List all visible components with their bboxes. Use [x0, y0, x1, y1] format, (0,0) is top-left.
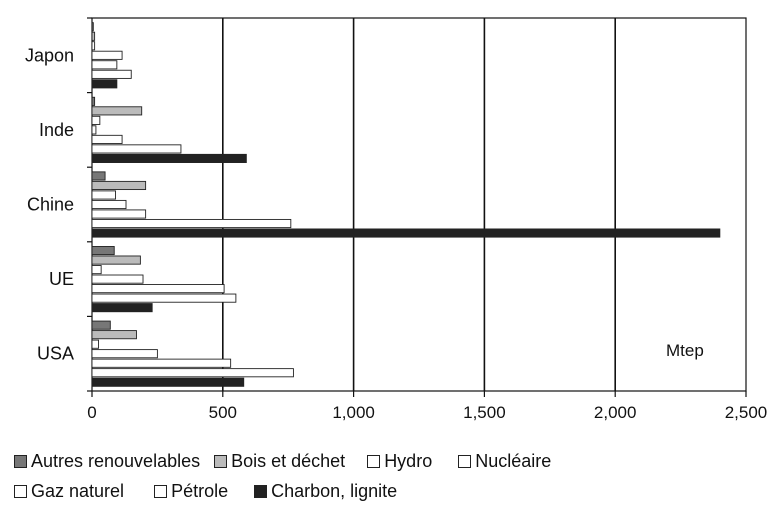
- bar: [91, 106, 143, 116]
- unit-label: Mtep: [666, 341, 704, 360]
- legend-item-nucleaire: Nucléaire: [458, 451, 551, 472]
- x-tick-label: 2,500: [725, 403, 768, 422]
- bar: [91, 31, 96, 41]
- x-tick-label: 1,000: [332, 403, 375, 422]
- bar: [91, 79, 118, 89]
- bar: [91, 246, 115, 256]
- bar: [91, 22, 94, 32]
- legend-item-gaz-naturel: Gaz naturel: [14, 481, 124, 502]
- bar: [91, 303, 153, 313]
- bar: [91, 171, 106, 181]
- bar: [91, 69, 132, 79]
- bar: [91, 284, 225, 294]
- legend-row-1: Autres renouvelables Bois et déchet Hydr…: [14, 446, 774, 476]
- bar: [91, 265, 102, 275]
- legend-label: Charbon, lignite: [271, 480, 398, 501]
- legend-label: Autres renouvelables: [31, 450, 201, 471]
- bar: [91, 349, 158, 359]
- category-label: Inde: [39, 120, 74, 140]
- bar: [91, 330, 137, 340]
- x-tick-label: 0: [87, 403, 96, 422]
- bar: [91, 228, 721, 238]
- category-labels: Japon Inde Chine UE USA: [25, 45, 74, 363]
- bar: [91, 125, 97, 135]
- bar: [91, 358, 232, 368]
- x-tick-labels: 0 500 1,000 1,500 2,000 2,500: [87, 403, 767, 422]
- legend-label: Bois et déchet: [231, 450, 346, 471]
- legend-label: Nucléaire: [475, 450, 552, 471]
- legend-label: Gaz naturel: [31, 480, 125, 501]
- legend-item-petrole: Pétrole: [154, 481, 228, 502]
- legend-swatch: [154, 484, 168, 498]
- legend-swatch: [14, 454, 27, 468]
- bar: [91, 274, 144, 284]
- category-label: Chine: [27, 195, 74, 215]
- legend-item-hydro: Hydro: [367, 451, 432, 472]
- bars: [91, 22, 721, 387]
- legend-label: Hydro: [384, 450, 433, 471]
- category-label: UE: [49, 269, 74, 289]
- x-tick-label: 2,000: [594, 403, 637, 422]
- bar: [91, 50, 123, 60]
- legend: Autres renouvelables Bois et déchet Hydr…: [14, 446, 774, 506]
- category-label: USA: [37, 344, 74, 364]
- bar: [91, 209, 147, 219]
- bar: [91, 115, 101, 125]
- legend-item-bois-et-dechet: Bois et déchet: [214, 451, 345, 472]
- bar: [91, 153, 247, 163]
- bar: [91, 255, 141, 265]
- bar: [91, 134, 123, 144]
- bar: [91, 180, 147, 191]
- bar: [91, 320, 111, 330]
- category-label: Japon: [25, 45, 74, 65]
- bar: [91, 144, 182, 154]
- bar: [91, 377, 245, 387]
- legend-item-charbon-lignite: Charbon, lignite: [254, 481, 397, 502]
- bar: [91, 368, 294, 378]
- bar: [91, 190, 116, 200]
- bar-chart: 0 500 1,000 1,500 2,000 2,500 Japon Inde Chine U…: [25, 17, 767, 422]
- bar: [91, 41, 96, 51]
- bar: [91, 339, 99, 349]
- legend-label: Pétrole: [171, 480, 229, 501]
- legend-swatch: [14, 484, 27, 498]
- bar: [91, 199, 127, 210]
- legend-row-2: Gaz naturel Pétrole Charbon, lignite: [14, 476, 774, 506]
- bar: [91, 293, 237, 303]
- legend-swatch: [214, 454, 228, 468]
- gridlines: [87, 17, 747, 397]
- legend-swatch: [367, 454, 381, 468]
- bar: [91, 96, 96, 106]
- bar: [91, 218, 292, 229]
- plot-area: [91, 17, 747, 392]
- bar: [91, 60, 118, 70]
- legend-item-autres-renouvelables: Autres renouvelables: [14, 451, 200, 472]
- x-tick-label: 500: [209, 403, 237, 422]
- legend-swatch: [254, 484, 268, 498]
- x-tick-label: 1,500: [463, 403, 506, 422]
- legend-swatch: [458, 454, 472, 468]
